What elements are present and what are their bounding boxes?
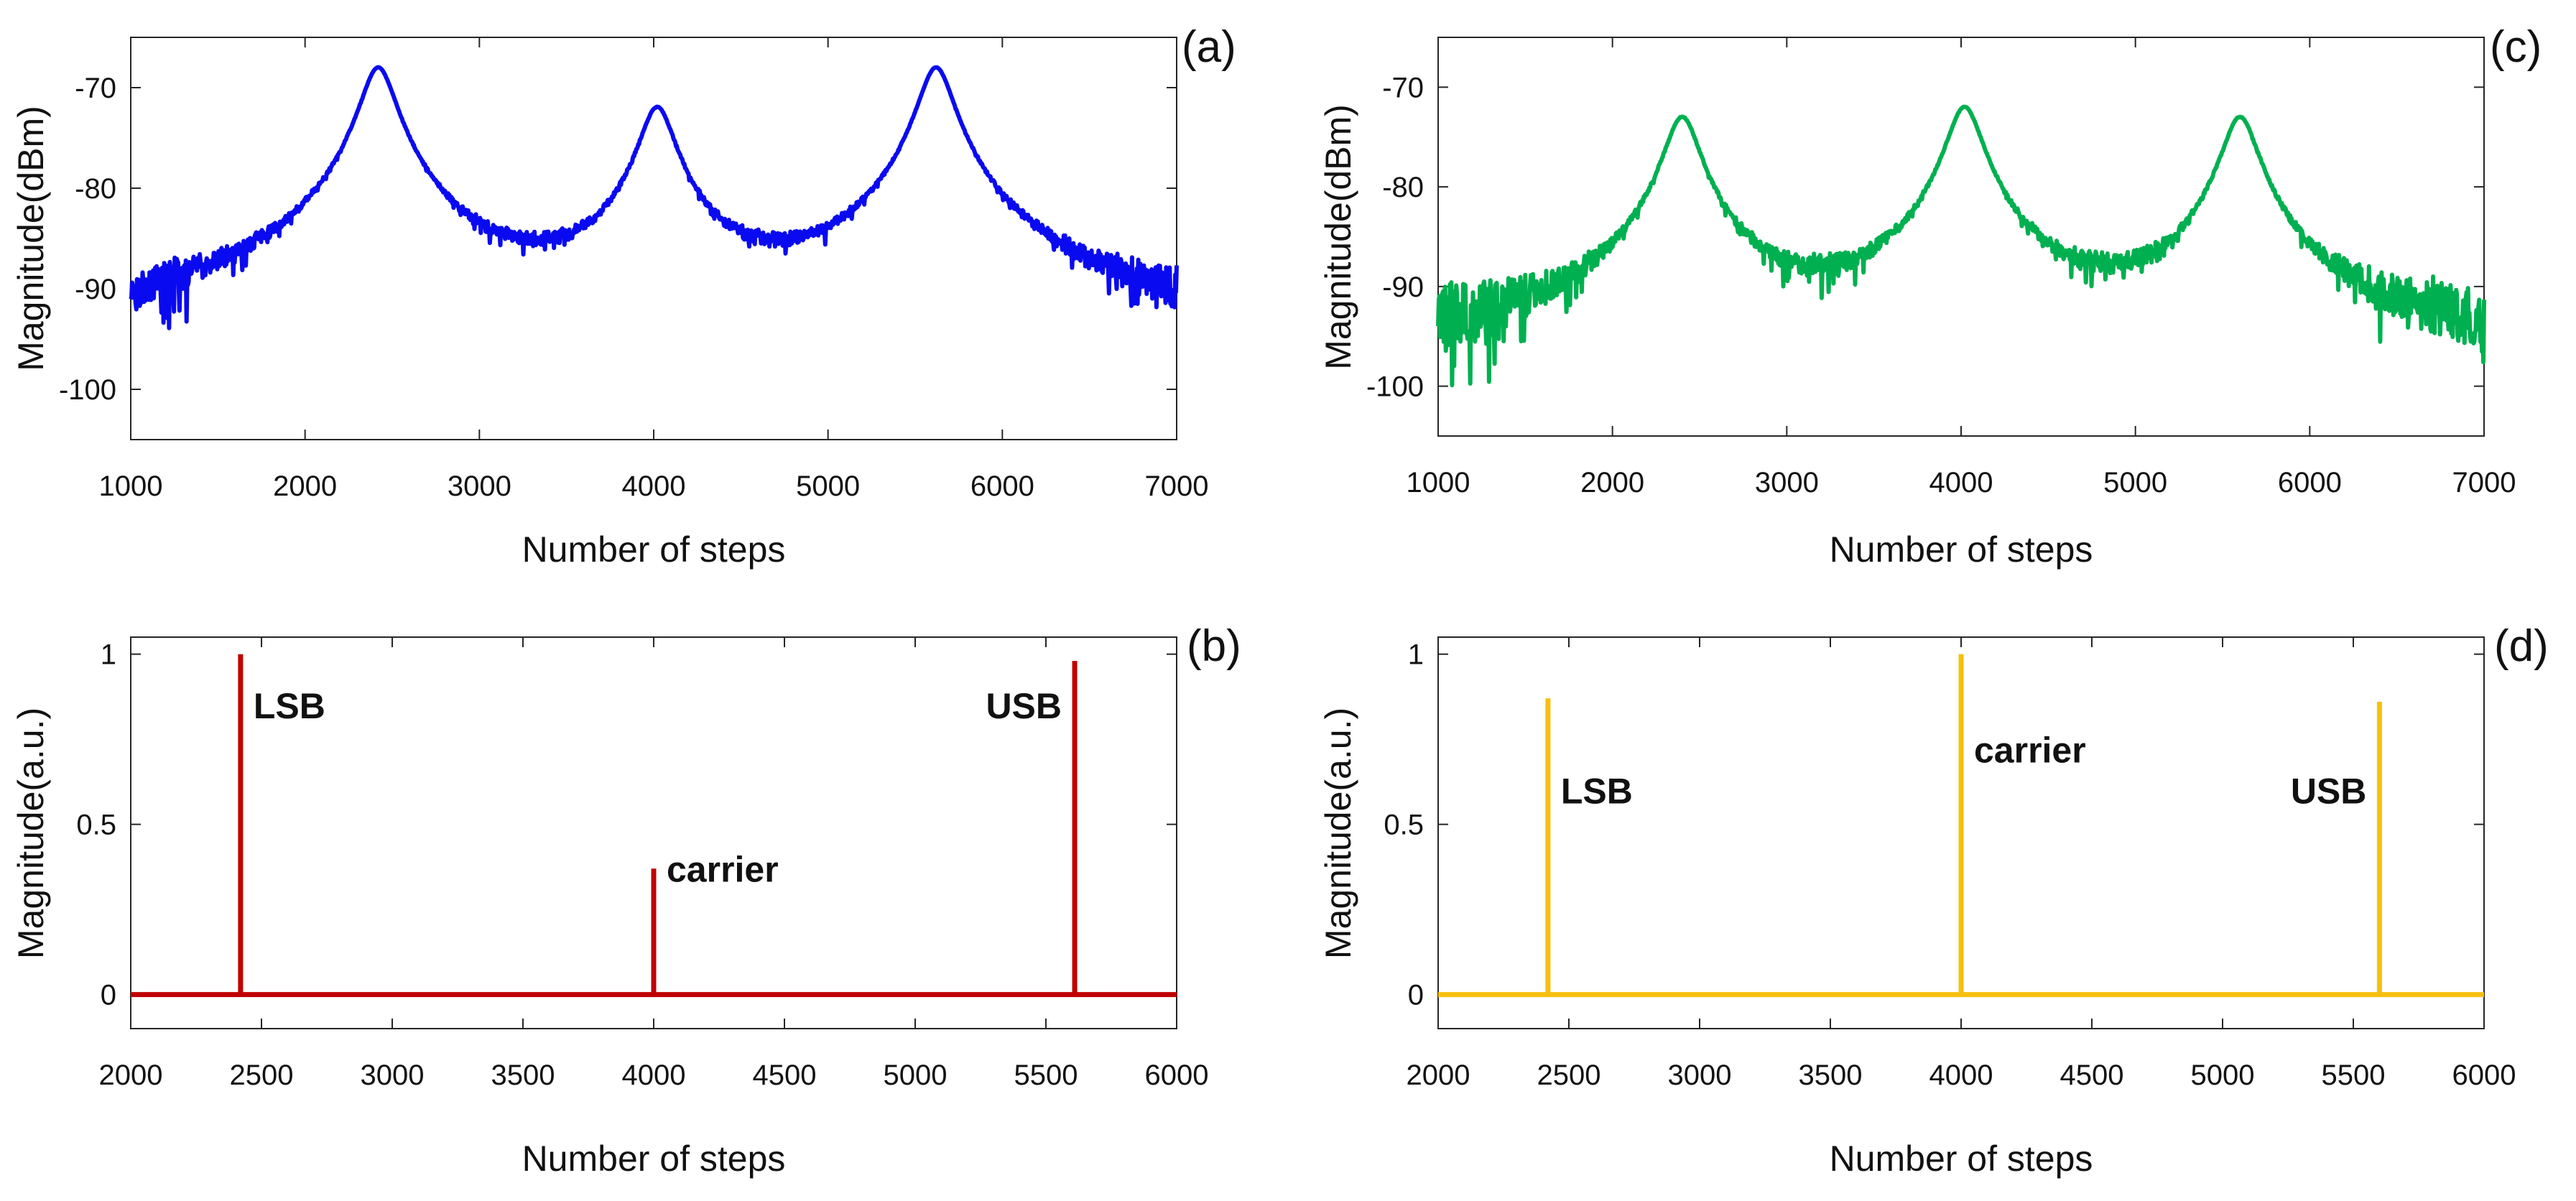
- x-tick-label: 2000: [1580, 467, 1644, 499]
- x-tick-label: 2500: [230, 1059, 294, 1091]
- x-tick-label: 7000: [2452, 467, 2516, 499]
- x-axis-title-a: Number of steps: [522, 529, 786, 570]
- y-tick-label: -100: [59, 374, 116, 406]
- annotation-usb: USB: [2291, 771, 2367, 811]
- panel-d: (d) Magnitude(a.u.) Number of steps 2000…: [1318, 621, 2549, 1179]
- series-b: LSB carrier USB: [131, 654, 1177, 998]
- x-tick-label: 4500: [2060, 1059, 2124, 1091]
- x-tick-label: 1000: [1407, 467, 1470, 499]
- x-tick-label: 5500: [1014, 1059, 1078, 1091]
- panel-label-c: (c): [2490, 22, 2542, 72]
- x-axis-title-c: Number of steps: [1830, 529, 2093, 570]
- x-tick-label: 4500: [753, 1059, 817, 1091]
- x-tick-label: 5000: [796, 470, 860, 502]
- x-tick-label: 5000: [884, 1059, 948, 1091]
- x-ticks-b: 2000 2500 3000 3500 4000 4500 5000 5500 6000: [99, 637, 1209, 1091]
- y-tick-label: 0.5: [76, 810, 116, 841]
- x-ticks-a: 1000 2000 3000 4000 5000 6000 7000: [99, 37, 1209, 502]
- series-line-a: [129, 65, 1179, 330]
- x-tick-label: 3000: [448, 470, 511, 502]
- x-tick-label: 1000: [99, 470, 163, 502]
- annotation-usb: USB: [986, 686, 1062, 726]
- x-tick-label: 7000: [1145, 470, 1209, 502]
- panel-label-a: (a): [1182, 22, 1236, 72]
- x-ticks-c: 1000 2000 3000 4000 5000 6000 7000: [1407, 37, 2516, 499]
- x-tick-label: 4000: [622, 470, 686, 502]
- panel-label-d: (d): [2494, 621, 2549, 671]
- series-line-c: [1436, 104, 2486, 388]
- x-tick-label: 3000: [1668, 1059, 1732, 1091]
- series-d: LSB carrier USB: [1438, 654, 2484, 998]
- y-tick-label: -80: [75, 173, 116, 205]
- x-tick-label: 3000: [361, 1059, 425, 1091]
- panel-a: (a) Magnitude(dBm) Number of steps 1000 2…: [11, 22, 1236, 570]
- x-tick-label: 2000: [99, 1059, 163, 1091]
- y-ticks-c: -100 -90 -80 -70: [1366, 72, 2484, 403]
- x-tick-label: 2000: [1407, 1059, 1470, 1091]
- y-tick-label: 0: [1408, 980, 1424, 1011]
- x-ticks-d: 2000 2500 3000 3500 4000 4500 5000 5500 6000: [1407, 637, 2516, 1091]
- y-axis-title-b: Magnitude(a.u.): [11, 708, 51, 959]
- y-tick-label: -100: [1366, 371, 1424, 403]
- y-ticks-d: 00.51: [1384, 639, 2484, 1011]
- y-axis-title-d: Magnitude(a.u.): [1318, 708, 1358, 959]
- y-tick-label: 1: [101, 639, 116, 671]
- x-tick-label: 6000: [970, 470, 1034, 502]
- x-tick-label: 6000: [2278, 467, 2342, 499]
- y-tick-label: -80: [1382, 172, 1424, 203]
- annotation-lsb: LSB: [254, 686, 325, 726]
- y-tick-label: -70: [75, 73, 116, 104]
- x-tick-label: 4000: [1929, 1059, 1993, 1091]
- y-tick-label: -70: [1382, 72, 1424, 103]
- x-tick-label: 2500: [1537, 1059, 1601, 1091]
- x-axis-title-d: Number of steps: [1830, 1139, 2093, 1179]
- x-tick-label: 3000: [1755, 467, 1819, 499]
- y-tick-label: 0: [101, 980, 116, 1011]
- y-tick-label: 0.5: [1384, 810, 1424, 841]
- panel-label-b: (b): [1187, 621, 1241, 671]
- x-tick-label: 3500: [1799, 1059, 1863, 1091]
- annotation-carrier: carrier: [1974, 730, 2086, 770]
- panel-b: (b) Magnitude(a.u.) Number of steps 2000…: [11, 621, 1241, 1179]
- x-axis-title-b: Number of steps: [522, 1139, 786, 1179]
- y-axis-title-a: Magnitude(dBm): [11, 106, 51, 371]
- x-tick-label: 2000: [273, 470, 337, 502]
- x-tick-label: 5000: [2191, 1059, 2255, 1091]
- y-tick-label: -90: [1382, 272, 1424, 303]
- y-axis-title-c: Magnitude(dBm): [1318, 104, 1358, 370]
- x-tick-label: 6000: [1145, 1059, 1209, 1091]
- x-tick-label: 4000: [622, 1059, 686, 1091]
- y-ticks-a: -100 -90 -80 -70: [59, 73, 1177, 406]
- panel-c: (c) Magnitude(dBm) Number of steps 1000 2…: [1318, 22, 2542, 570]
- x-tick-label: 4000: [1929, 467, 1993, 499]
- x-tick-label: 6000: [2452, 1059, 2516, 1091]
- x-tick-label: 3500: [491, 1059, 555, 1091]
- y-tick-label: 1: [1408, 639, 1424, 671]
- annotation-lsb: LSB: [1561, 771, 1633, 811]
- annotation-carrier: carrier: [667, 849, 779, 889]
- x-tick-label: 5500: [2322, 1059, 2386, 1091]
- x-tick-label: 5000: [2103, 467, 2167, 499]
- y-tick-label: -90: [75, 274, 116, 305]
